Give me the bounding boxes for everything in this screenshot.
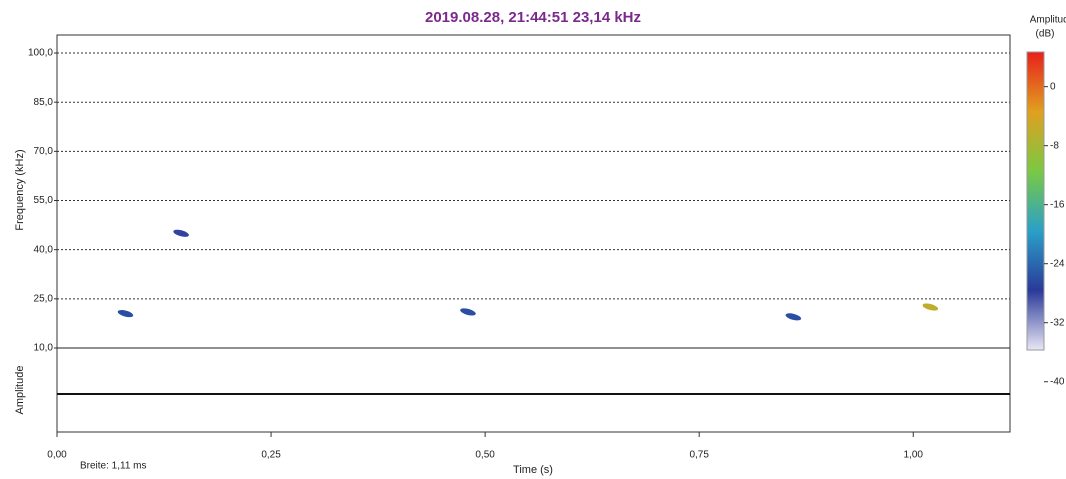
y-tick-label: 10,0: [34, 343, 54, 354]
x-tick-label: 0,50: [475, 450, 495, 461]
chart: 2019.08.28, 21:44:51 23,14 kHz Frequency…: [0, 0, 1066, 479]
colorbar-tick-label: -32: [1050, 317, 1065, 328]
amplitude-label: Amplitude: [14, 366, 26, 415]
colorbar: [1027, 52, 1044, 350]
x-tick-label: 1,00: [904, 450, 924, 461]
chart-title: 2019.08.28, 21:44:51 23,14 kHz: [425, 9, 641, 26]
note: Breite: 1,11 ms: [80, 461, 147, 472]
call: [173, 228, 190, 238]
y-tick-label: 70,0: [34, 146, 54, 157]
call: [785, 312, 802, 322]
x-tick-label: 0,75: [689, 450, 709, 461]
colorbar-title: (dB): [1036, 29, 1055, 40]
x-axis-label: Time (s): [513, 464, 553, 476]
x-tick-label: 0,00: [47, 450, 67, 461]
plot-frame: [57, 35, 1010, 432]
colorbar-tick-label: -24: [1050, 258, 1065, 269]
colorbar-tick-label: -40: [1050, 376, 1065, 387]
y-tick-label: 85,0: [34, 97, 54, 108]
y-tick-label: 100,0: [28, 48, 53, 59]
y-tick-label: 25,0: [34, 293, 54, 304]
colorbar-tick-label: 0: [1050, 81, 1056, 92]
y-tick-label: 40,0: [34, 244, 54, 255]
colorbar-tick-label: -16: [1050, 199, 1065, 210]
x-tick-label: 0,25: [261, 450, 281, 461]
colorbar-tick-label: -8: [1050, 140, 1059, 151]
call: [922, 302, 939, 312]
call: [117, 309, 134, 319]
call: [459, 307, 476, 317]
y-tick-label: 55,0: [34, 195, 54, 206]
y-axis-label: Frequency (kHz): [14, 149, 26, 230]
colorbar-title: Amplitude: [1030, 15, 1066, 26]
